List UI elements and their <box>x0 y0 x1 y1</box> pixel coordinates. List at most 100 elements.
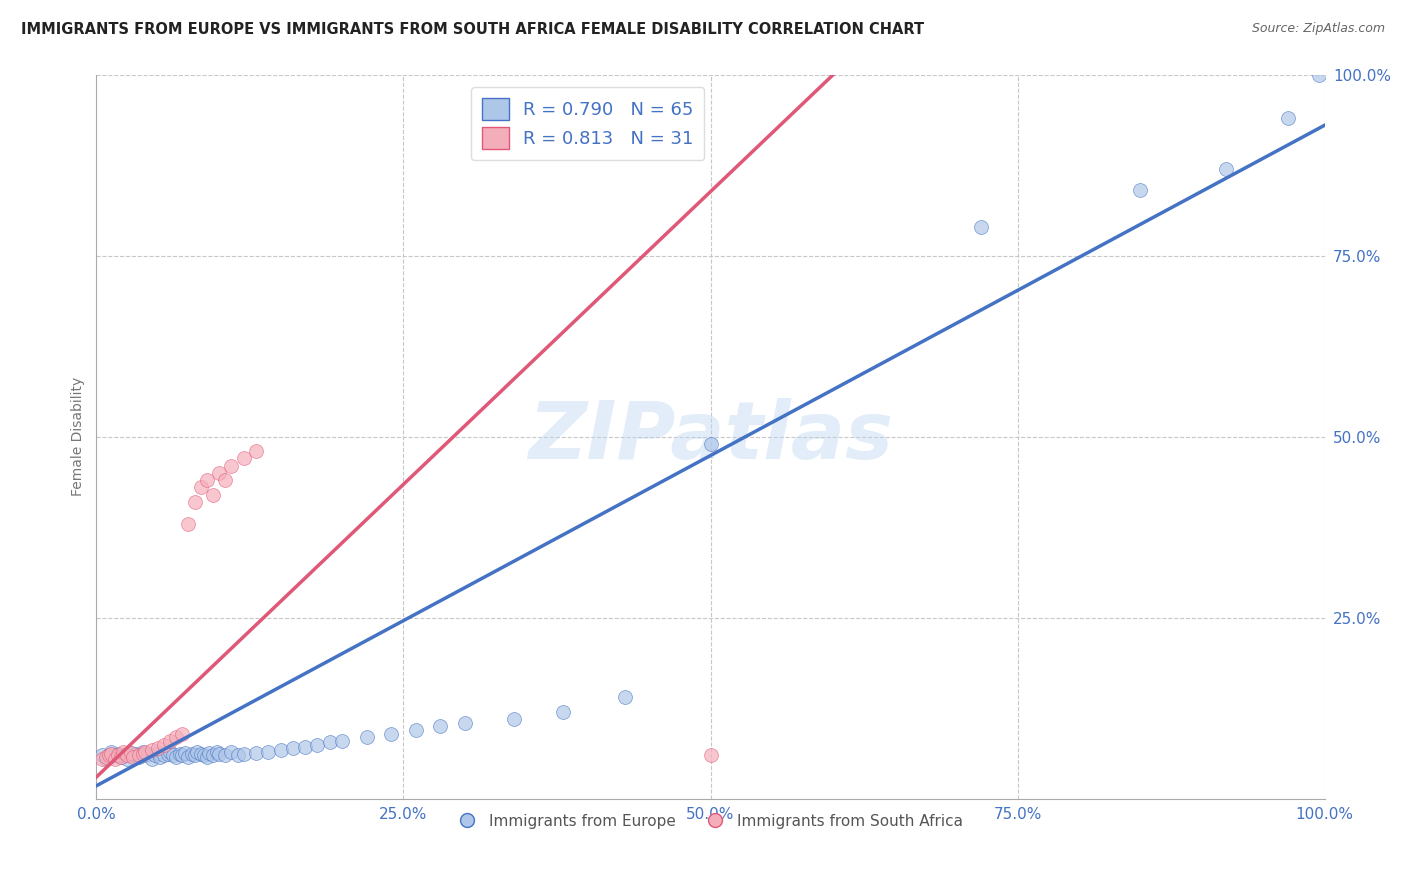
Point <box>159 734 181 748</box>
Point <box>120 746 142 760</box>
Point <box>319 735 342 749</box>
Point <box>120 746 142 760</box>
Point <box>356 731 378 745</box>
Point <box>134 745 156 759</box>
Point <box>1129 183 1152 197</box>
Point <box>136 747 159 761</box>
Point <box>100 745 122 759</box>
Point <box>165 749 187 764</box>
Text: ZIPatlas: ZIPatlas <box>529 398 893 475</box>
Point <box>1215 161 1237 176</box>
Point <box>134 748 156 763</box>
Point <box>202 748 225 763</box>
Point <box>330 734 353 748</box>
Point <box>173 746 195 760</box>
Point <box>281 741 304 756</box>
Point <box>141 752 163 766</box>
Point <box>221 745 243 759</box>
Point <box>91 748 114 763</box>
Point <box>195 473 218 487</box>
Point <box>380 726 402 740</box>
Point <box>221 458 243 473</box>
Point <box>172 726 194 740</box>
Point <box>165 731 187 745</box>
Point <box>183 748 205 763</box>
Point <box>107 747 129 761</box>
Point <box>245 746 267 760</box>
Point <box>97 748 120 763</box>
Text: Source: ZipAtlas.com: Source: ZipAtlas.com <box>1251 22 1385 36</box>
Point <box>143 748 166 763</box>
Point <box>245 444 267 458</box>
Point <box>141 742 163 756</box>
Point <box>122 748 145 763</box>
Point <box>190 480 212 494</box>
Point <box>190 747 212 761</box>
Point <box>128 748 150 763</box>
Point <box>699 748 721 763</box>
Point <box>205 745 228 759</box>
Point <box>112 748 135 763</box>
Legend: Immigrants from Europe, Immigrants from South Africa: Immigrants from Europe, Immigrants from … <box>453 807 969 835</box>
Point <box>257 745 280 759</box>
Point <box>181 747 204 761</box>
Text: IMMIGRANTS FROM EUROPE VS IMMIGRANTS FROM SOUTH AFRICA FEMALE DISABILITY CORRELA: IMMIGRANTS FROM EUROPE VS IMMIGRANTS FRO… <box>21 22 924 37</box>
Point <box>454 715 477 730</box>
Point <box>153 738 176 752</box>
Point <box>405 723 427 737</box>
Point <box>270 742 292 756</box>
Point <box>198 746 221 760</box>
Point <box>214 473 236 487</box>
Point <box>503 712 526 726</box>
Point <box>208 466 231 480</box>
Point <box>186 745 208 759</box>
Point <box>429 719 451 733</box>
Point <box>183 495 205 509</box>
Point <box>104 748 127 763</box>
Point <box>96 749 118 764</box>
Point <box>149 749 172 764</box>
Point <box>122 749 145 764</box>
Point <box>91 752 114 766</box>
Point <box>232 747 254 761</box>
Point <box>100 747 122 761</box>
Point <box>232 451 254 466</box>
Point <box>132 747 155 761</box>
Point <box>169 747 191 761</box>
Point <box>115 752 138 766</box>
Point <box>195 749 218 764</box>
Point <box>699 437 721 451</box>
Point <box>162 748 184 763</box>
Point <box>970 219 993 234</box>
Point <box>124 747 146 761</box>
Point <box>153 748 176 763</box>
Point <box>208 747 231 761</box>
Point <box>1308 68 1330 82</box>
Point <box>226 748 249 763</box>
Point <box>294 739 316 754</box>
Point <box>193 748 215 763</box>
Point <box>104 752 127 766</box>
Point <box>96 752 118 766</box>
Point <box>159 745 181 759</box>
Point <box>156 747 179 761</box>
Point <box>110 749 132 764</box>
Point <box>132 745 155 759</box>
Point <box>112 745 135 759</box>
Point <box>553 705 575 719</box>
Point <box>202 488 225 502</box>
Point <box>1277 111 1299 125</box>
Point <box>128 749 150 764</box>
Point <box>613 690 636 705</box>
Point <box>177 749 200 764</box>
Point <box>146 746 169 760</box>
Point <box>214 748 236 763</box>
Point <box>172 748 194 763</box>
Point <box>115 748 138 763</box>
Point <box>110 749 132 764</box>
Point <box>177 516 200 531</box>
Point <box>107 748 129 763</box>
Y-axis label: Female Disability: Female Disability <box>72 377 86 496</box>
Point <box>146 741 169 756</box>
Point <box>97 749 120 764</box>
